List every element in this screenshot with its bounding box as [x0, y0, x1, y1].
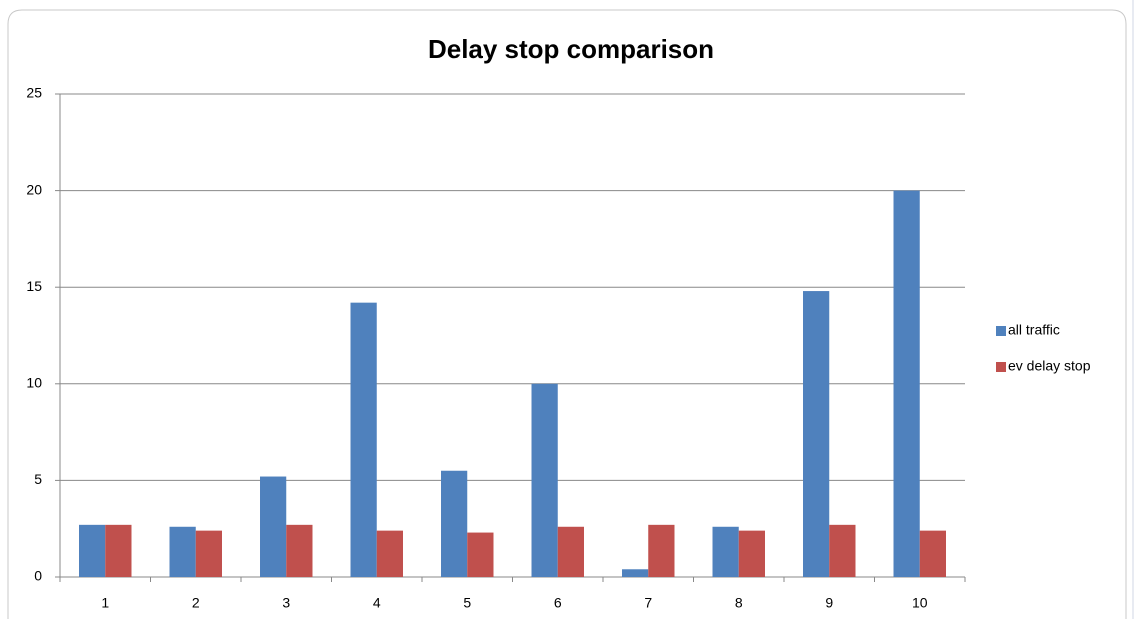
bar [441, 470, 468, 577]
legend-swatch [996, 362, 1006, 372]
x-tick-label: 4 [373, 595, 381, 611]
y-tick-label: 20 [26, 181, 42, 197]
bar [105, 524, 132, 577]
bar [350, 302, 377, 577]
bar [286, 524, 313, 577]
legend-label: all traffic [1008, 322, 1060, 338]
y-tick-label: 5 [34, 471, 42, 487]
legend-swatch [996, 326, 1006, 336]
bar [260, 476, 287, 577]
x-tick-label: 3 [282, 595, 290, 611]
bar [79, 524, 106, 577]
legend-label: ev delay stop [1008, 358, 1091, 374]
bar [622, 569, 649, 577]
x-tick-label: 6 [554, 595, 562, 611]
bar [648, 524, 675, 577]
x-tick-label: 9 [825, 595, 833, 611]
y-tick-label: 0 [34, 568, 42, 584]
bar [169, 526, 196, 577]
chart-title: Delay stop comparison [428, 34, 714, 64]
x-tick-label: 7 [644, 595, 652, 611]
x-tick-label: 5 [463, 595, 471, 611]
bar [195, 530, 222, 577]
bar [738, 530, 765, 577]
bar [557, 526, 584, 577]
y-tick-label: 10 [26, 375, 42, 391]
bar [376, 530, 403, 577]
bar [467, 532, 494, 577]
x-tick-label: 2 [192, 595, 200, 611]
chart-frame [7, 9, 1127, 619]
bar [531, 383, 558, 577]
bar [829, 524, 856, 577]
bar [803, 291, 830, 577]
x-tick-label: 1 [101, 595, 109, 611]
y-tick-label: 25 [26, 85, 42, 101]
bar [712, 526, 739, 577]
y-tick-label: 15 [26, 278, 42, 294]
x-tick-label: 10 [912, 595, 928, 611]
x-tick-label: 8 [735, 595, 743, 611]
bar [893, 190, 920, 577]
bar [919, 530, 946, 577]
